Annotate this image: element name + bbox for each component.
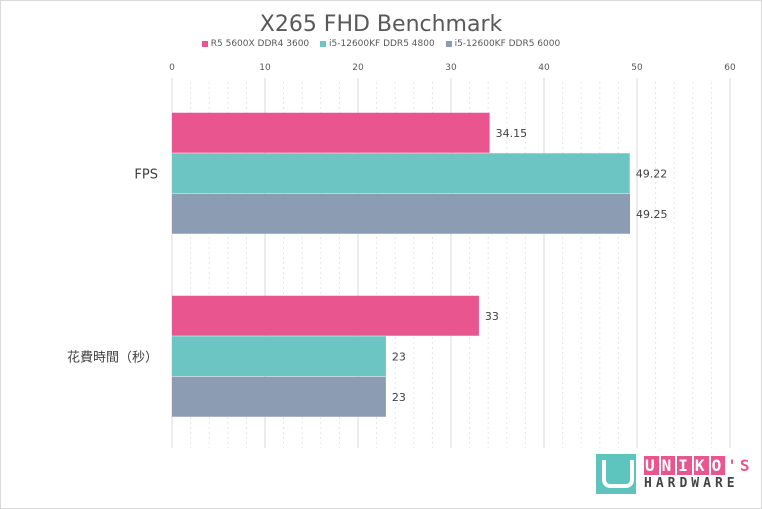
x-tick-label: 10 — [259, 63, 271, 73]
chart-title: X265 FHD Benchmark — [259, 12, 503, 37]
legend-swatch-series-2 — [320, 40, 327, 47]
logo-wordmark-bottom: HARDWARE — [644, 476, 739, 491]
bar — [172, 336, 386, 377]
bar — [172, 153, 630, 194]
legend-label-series-2: i5-12600KF DDR5 4800 — [329, 39, 435, 49]
chart-legend: R5 5600X DDR4 3600 i5-12600KF DDR5 4800 … — [0, 39, 762, 49]
x-tick-label: 20 — [352, 63, 364, 73]
legend-label-series-3: i5-12600KF DDR5 6000 — [454, 39, 561, 49]
legend-swatch-series-3 — [445, 40, 452, 47]
logo-mark-icon — [596, 454, 636, 494]
x-tick-label: 50 — [631, 63, 643, 73]
legend-swatch-series-1 — [201, 40, 208, 47]
legend-item-series-1: R5 5600X DDR4 3600 — [201, 39, 310, 49]
data-label: 23 — [392, 351, 406, 364]
x-tick-label: 30 — [445, 63, 457, 73]
uniko-hardware-logo: U N I K O 'S HARDWARE — [596, 452, 756, 502]
bar — [172, 376, 386, 417]
data-label: 49.22 — [636, 168, 668, 181]
data-label: 33 — [485, 310, 499, 323]
logo-wordmark-top: U N I K O 'S — [644, 456, 753, 475]
category-label: FPS — [134, 168, 158, 183]
legend-label-series-1: R5 5600X DDR4 3600 — [210, 39, 310, 49]
x-tick-label: 0 — [169, 63, 175, 73]
x-tick-label: 60 — [724, 63, 736, 73]
data-label: 49.25 — [636, 208, 668, 221]
bar — [172, 295, 479, 336]
legend-item-series-3: i5-12600KF DDR5 6000 — [445, 39, 561, 49]
bar — [172, 193, 631, 234]
bar — [172, 112, 490, 153]
legend-item-series-2: i5-12600KF DDR5 4800 — [320, 39, 435, 49]
data-label: 23 — [392, 391, 406, 404]
category-label: 花費時間（秒） — [67, 350, 158, 366]
x-tick-label: 40 — [538, 63, 550, 73]
data-label: 34.15 — [496, 127, 527, 140]
